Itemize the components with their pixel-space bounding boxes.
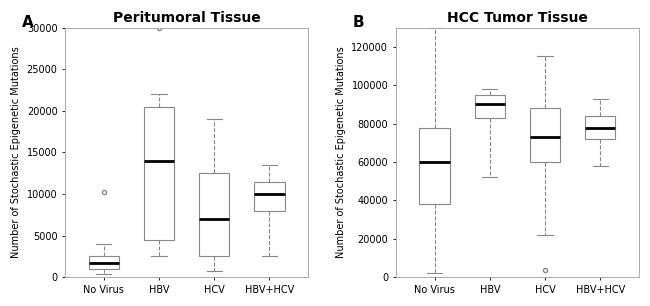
Text: B: B [352, 15, 364, 30]
PathPatch shape [530, 108, 560, 162]
PathPatch shape [474, 95, 505, 118]
Title: Peritumoral Tissue: Peritumoral Tissue [112, 11, 261, 25]
PathPatch shape [419, 128, 450, 204]
PathPatch shape [199, 173, 229, 256]
Title: HCC Tumor Tissue: HCC Tumor Tissue [447, 11, 588, 25]
PathPatch shape [88, 256, 119, 269]
PathPatch shape [254, 181, 285, 211]
Text: A: A [21, 15, 33, 30]
Y-axis label: Number of Stochastic Epigenetic Mutations: Number of Stochastic Epigenetic Mutation… [11, 47, 21, 258]
Y-axis label: Number of Stochastic Epigenetic Mutations: Number of Stochastic Epigenetic Mutation… [336, 47, 346, 258]
PathPatch shape [144, 107, 174, 240]
PathPatch shape [585, 116, 616, 139]
